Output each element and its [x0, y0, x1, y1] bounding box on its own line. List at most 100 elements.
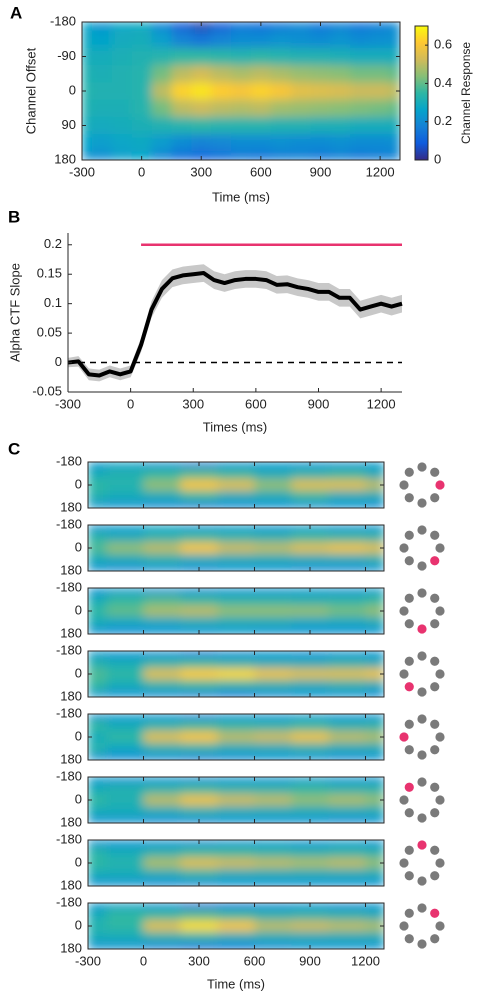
heat-cell [180, 805, 218, 818]
heat-cell [88, 565, 107, 572]
y-axis-title: Channel Offset [23, 47, 38, 134]
x-tick-label: 0 [127, 396, 134, 411]
y-tick-label: -180 [56, 894, 82, 909]
heat-cell [88, 943, 107, 950]
heat-cell [91, 65, 113, 83]
heat-cell [291, 679, 329, 692]
heat-cell [291, 908, 329, 921]
heat-cell [106, 731, 144, 744]
heat-cell [217, 605, 255, 618]
heat-cell [365, 719, 385, 732]
heat-cell [365, 668, 385, 681]
heat-cell [106, 462, 144, 469]
heat-cell [250, 30, 272, 49]
location-dot-active [435, 480, 445, 490]
heat-cell [291, 782, 329, 795]
heat-cell [217, 782, 255, 795]
heat-cell [365, 628, 385, 635]
location-dot [430, 530, 440, 540]
heat-cell [88, 467, 107, 480]
heat-cell [180, 920, 218, 933]
heat-cell [106, 467, 144, 480]
heat-cell [328, 782, 366, 795]
heat-cell [290, 47, 312, 66]
x-tick-label: 900 [310, 164, 332, 179]
heat-cell [217, 777, 255, 784]
heat-cell [370, 65, 391, 83]
heat-cell [171, 151, 192, 161]
y-tick-label: -180 [56, 768, 82, 783]
y-tick-label: -180 [56, 453, 82, 468]
heat-cell [143, 502, 181, 509]
location-dot [417, 876, 427, 886]
heat-cell [390, 99, 401, 118]
y-tick-label: 0 [75, 602, 82, 617]
heat-cell [328, 462, 366, 469]
heat-cell [111, 82, 133, 101]
heat-cell [328, 794, 366, 807]
heat-cell [106, 502, 144, 509]
heat-cell [111, 151, 133, 161]
y-tick-label: -180 [56, 705, 82, 720]
heat-cell [217, 588, 255, 595]
heat-cell [217, 656, 255, 669]
heat-cell [254, 502, 292, 509]
heat-cell [231, 134, 252, 152]
location-dot-active [417, 840, 427, 850]
heat-cell [250, 65, 272, 83]
heat-cell [217, 651, 255, 658]
heat-cell [328, 908, 366, 921]
heat-cell [330, 30, 351, 49]
heat-cell [217, 628, 255, 635]
heat-cell [211, 65, 232, 83]
heat-cell [310, 65, 331, 83]
heat-cell [231, 65, 252, 83]
y-tick-label: 0 [75, 665, 82, 680]
heat-cell [143, 588, 181, 595]
heat-cell [211, 22, 232, 32]
heat-cell [365, 525, 385, 532]
heat-cell [106, 553, 144, 566]
heat-cell [143, 857, 181, 870]
heat-cell [91, 116, 113, 135]
heat-cell [310, 151, 331, 161]
heat-cell [291, 530, 329, 543]
heatmap [88, 525, 385, 572]
location-dot [417, 813, 427, 823]
location-dot-active [404, 682, 414, 692]
x-tick-label: -300 [75, 953, 101, 968]
heat-cell [231, 151, 252, 161]
heat-cell [91, 82, 113, 101]
heat-cell [310, 134, 331, 152]
heat-cell [217, 731, 255, 744]
location-dot [399, 858, 409, 868]
heat-cell [88, 908, 107, 921]
heat-cell [143, 565, 181, 572]
heat-cell [106, 754, 144, 761]
heat-cell [171, 30, 192, 49]
heat-cell [106, 530, 144, 543]
heat-cell [350, 30, 371, 49]
y-tick-label: 0.05 [37, 325, 62, 340]
heat-cell [171, 134, 192, 152]
heat-cell [254, 691, 292, 698]
heat-cell [143, 479, 181, 492]
heat-cell [270, 99, 292, 118]
heat-cell [254, 542, 292, 555]
heat-cell [254, 903, 292, 910]
heat-cell [217, 920, 255, 933]
heat-cell [171, 82, 192, 101]
heat-cell [180, 794, 218, 807]
heat-cell [143, 616, 181, 629]
location-dot [435, 543, 445, 553]
heat-cell [350, 151, 371, 161]
heat-cell [180, 679, 218, 692]
heat-cell [151, 30, 172, 49]
heat-cell [217, 845, 255, 858]
heat-cell [254, 467, 292, 480]
heat-cell [191, 30, 212, 49]
y-tick-label: -180 [56, 516, 82, 531]
location-dot [430, 467, 440, 477]
heat-cell [217, 943, 255, 950]
heat-cell [143, 943, 181, 950]
